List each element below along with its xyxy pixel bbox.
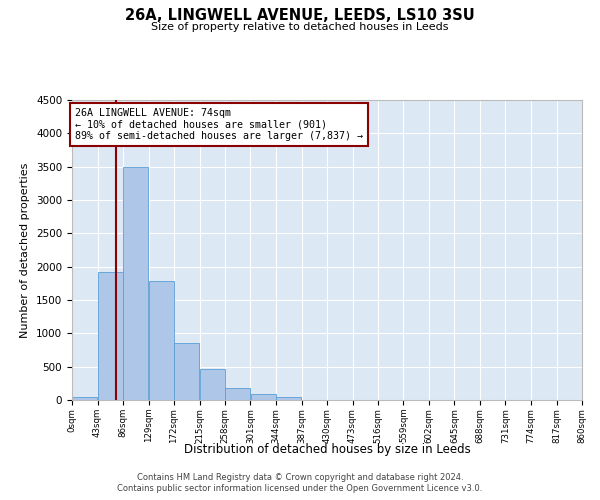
Text: Contains public sector information licensed under the Open Government Licence v3: Contains public sector information licen… bbox=[118, 484, 482, 493]
Text: 26A, LINGWELL AVENUE, LEEDS, LS10 3SU: 26A, LINGWELL AVENUE, LEEDS, LS10 3SU bbox=[125, 8, 475, 22]
Text: Contains HM Land Registry data © Crown copyright and database right 2024.: Contains HM Land Registry data © Crown c… bbox=[137, 472, 463, 482]
Bar bbox=[98, 272, 123, 400]
Text: Size of property relative to detached houses in Leeds: Size of property relative to detached ho… bbox=[151, 22, 449, 32]
Bar bbox=[200, 370, 225, 400]
Bar bbox=[251, 394, 276, 400]
Bar bbox=[276, 396, 301, 400]
Bar bbox=[225, 388, 250, 400]
Text: Distribution of detached houses by size in Leeds: Distribution of detached houses by size … bbox=[184, 442, 470, 456]
Text: 26A LINGWELL AVENUE: 74sqm
← 10% of detached houses are smaller (901)
89% of sem: 26A LINGWELL AVENUE: 74sqm ← 10% of deta… bbox=[75, 108, 363, 141]
Y-axis label: Number of detached properties: Number of detached properties bbox=[20, 162, 31, 338]
Bar bbox=[149, 282, 174, 400]
Bar bbox=[174, 342, 199, 400]
Bar bbox=[72, 396, 97, 400]
Bar bbox=[123, 166, 148, 400]
